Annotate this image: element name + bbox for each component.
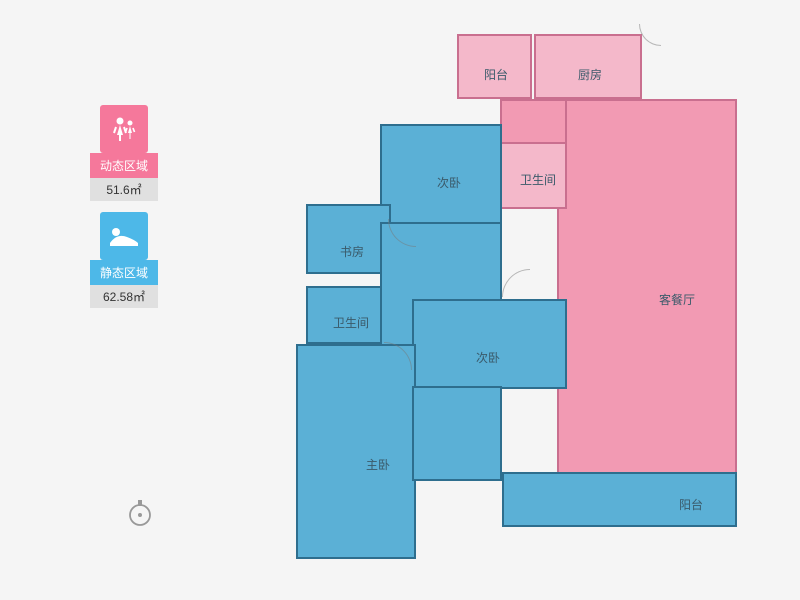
floorplan: 客餐厅阳台厨房卫生间次卧书房卫生间次卧主卧阳台 — [252, 24, 747, 579]
room-balcony1: 阳台 — [457, 34, 532, 99]
room-label-kitchen: 厨房 — [578, 66, 602, 83]
room-living: 客餐厅 — [557, 99, 737, 474]
room-bath1: 卫生间 — [500, 139, 567, 209]
room-hall2 — [412, 386, 502, 481]
legend-dynamic: 动态区域 51.6㎡ — [90, 105, 158, 201]
legend-static-value: 62.58㎡ — [90, 285, 158, 308]
legend-static: 静态区域 62.58㎡ — [90, 212, 158, 308]
room-master: 主卧 — [296, 344, 416, 559]
room-label-bath1: 卫生间 — [520, 171, 556, 188]
door-arc-0 — [639, 24, 661, 46]
room-label-bed2a: 次卧 — [437, 174, 461, 191]
rest-icon — [100, 212, 148, 260]
door-arc-2 — [502, 269, 530, 297]
legend-dynamic-label: 动态区域 — [90, 153, 158, 178]
legend-static-label: 静态区域 — [90, 260, 158, 285]
room-opening — [500, 99, 567, 144]
room-balcony2: 阳台 — [502, 472, 737, 527]
room-kitchen: 厨房 — [534, 34, 642, 99]
room-study: 书房 — [306, 204, 391, 274]
room-bed2b: 次卧 — [412, 299, 567, 389]
room-bed2a: 次卧 — [380, 124, 502, 224]
rest-icon-svg — [107, 222, 141, 250]
room-bath2: 卫生间 — [306, 286, 391, 344]
compass-icon — [125, 498, 155, 528]
people-icon-svg — [108, 113, 140, 145]
room-label-bath2: 卫生间 — [333, 314, 369, 331]
room-label-study: 书房 — [340, 243, 364, 260]
room-label-balcony1: 阳台 — [484, 66, 508, 83]
room-label-bed2b: 次卧 — [476, 349, 500, 366]
legend-dynamic-value: 51.6㎡ — [90, 178, 158, 201]
room-label-master: 主卧 — [366, 456, 390, 473]
room-label-balcony2: 阳台 — [679, 496, 703, 513]
room-label-living: 客餐厅 — [659, 291, 695, 308]
people-icon — [100, 105, 148, 153]
